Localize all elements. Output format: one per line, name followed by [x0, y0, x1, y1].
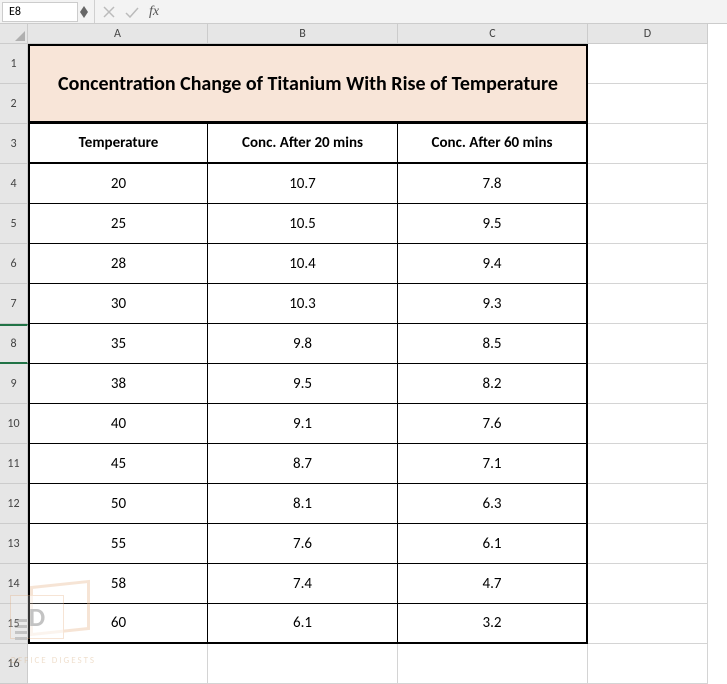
cell-empty[interactable] — [588, 84, 708, 124]
cell-empty[interactable] — [588, 444, 708, 484]
row-header[interactable]: 8 — [0, 324, 28, 364]
table-data-cell[interactable]: 10.3 — [208, 284, 398, 324]
row-header[interactable]: 1 — [0, 44, 28, 84]
table-data-cell[interactable]: 7.1 — [398, 444, 588, 484]
row-header[interactable]: 4 — [0, 164, 28, 204]
table-data-cell[interactable]: 40 — [28, 404, 208, 444]
cell-empty[interactable] — [588, 204, 708, 244]
cell-empty[interactable] — [588, 324, 708, 364]
table-data-cell[interactable]: 35 — [28, 324, 208, 364]
cancel-icon[interactable] — [103, 6, 115, 18]
table-data-cell[interactable]: 4.7 — [398, 564, 588, 604]
cell-empty[interactable] — [588, 404, 708, 444]
table-data-cell[interactable]: 45 — [28, 444, 208, 484]
table-data-cell[interactable]: 28 — [28, 244, 208, 284]
cell-empty[interactable] — [588, 564, 708, 604]
cell-empty[interactable] — [588, 364, 708, 404]
table-data-cell[interactable]: 10.5 — [208, 204, 398, 244]
row-header[interactable]: 11 — [0, 444, 28, 484]
table-data-cell[interactable]: 38 — [28, 364, 208, 404]
table-data-cell[interactable]: 55 — [28, 524, 208, 564]
row-header[interactable]: 10 — [0, 404, 28, 444]
table-data-cell[interactable]: 7.6 — [208, 524, 398, 564]
table-header-cell[interactable]: Conc. After 20 mins — [208, 124, 398, 164]
table-data-cell[interactable]: 30 — [28, 284, 208, 324]
cell-empty[interactable] — [208, 644, 398, 684]
table-data-cell[interactable]: 25 — [28, 204, 208, 244]
table-data-cell[interactable]: 7.8 — [398, 164, 588, 204]
table-data-cell[interactable]: 50 — [28, 484, 208, 524]
cell-empty[interactable] — [588, 164, 708, 204]
watermark-text: OFFICE DIGESTS — [10, 655, 100, 666]
row-header[interactable]: 12 — [0, 484, 28, 524]
cell-empty[interactable] — [398, 644, 588, 684]
table-title[interactable]: Concentration Change of Titanium With Ri… — [28, 44, 588, 124]
table-data-cell[interactable]: 7.4 — [208, 564, 398, 604]
column-header[interactable]: B — [208, 24, 398, 44]
formula-bar: E8 fx — [0, 0, 727, 24]
name-box-spinner[interactable] — [80, 6, 88, 18]
table-data-cell[interactable]: 9.4 — [398, 244, 588, 284]
table-header-cell[interactable]: Conc. After 60 mins — [398, 124, 588, 164]
row-header[interactable]: 9 — [0, 364, 28, 404]
fx-icon[interactable]: fx — [149, 4, 159, 20]
cell-empty[interactable] — [588, 44, 708, 84]
cell-empty[interactable] — [588, 484, 708, 524]
cell-empty[interactable] — [588, 604, 708, 644]
table-data-cell[interactable]: 9.1 — [208, 404, 398, 444]
cell-empty[interactable] — [588, 524, 708, 564]
table-data-cell[interactable]: 10.4 — [208, 244, 398, 284]
row-header[interactable]: 7 — [0, 284, 28, 324]
cell-empty[interactable] — [588, 284, 708, 324]
row-header[interactable]: 2 — [0, 84, 28, 124]
select-all-corner[interactable] — [0, 24, 28, 44]
table-data-cell[interactable]: 8.5 — [398, 324, 588, 364]
table-data-cell[interactable]: 7.6 — [398, 404, 588, 444]
name-box[interactable]: E8 — [2, 2, 78, 22]
watermark: D OFFICE DIGESTS — [10, 583, 100, 666]
table-header-cell[interactable]: Temperature — [28, 124, 208, 164]
row-header[interactable]: 5 — [0, 204, 28, 244]
spreadsheet-grid[interactable]: ABCD1Concentration Change of Titanium Wi… — [0, 24, 727, 684]
row-header[interactable]: 3 — [0, 124, 28, 164]
table-data-cell[interactable]: 9.5 — [208, 364, 398, 404]
table-data-cell[interactable]: 6.1 — [398, 524, 588, 564]
table-data-cell[interactable]: 8.2 — [398, 364, 588, 404]
cell-empty[interactable] — [588, 244, 708, 284]
table-data-cell[interactable]: 6.3 — [398, 484, 588, 524]
table-data-cell[interactable]: 10.7 — [208, 164, 398, 204]
column-header[interactable]: C — [398, 24, 588, 44]
cell-empty[interactable] — [588, 124, 708, 164]
column-header[interactable]: D — [588, 24, 708, 44]
enter-icon[interactable] — [125, 6, 139, 18]
spinner-down-icon — [80, 12, 88, 18]
table-data-cell[interactable]: 9.3 — [398, 284, 588, 324]
cell-empty[interactable] — [588, 644, 708, 684]
column-header[interactable]: A — [28, 24, 208, 44]
table-data-cell[interactable]: 8.1 — [208, 484, 398, 524]
table-data-cell[interactable]: 8.7 — [208, 444, 398, 484]
table-data-cell[interactable]: 6.1 — [208, 604, 398, 644]
table-data-cell[interactable]: 9.5 — [398, 204, 588, 244]
table-data-cell[interactable]: 9.8 — [208, 324, 398, 364]
row-header[interactable]: 6 — [0, 244, 28, 284]
watermark-letter: D — [29, 601, 45, 633]
row-header[interactable]: 13 — [0, 524, 28, 564]
table-data-cell[interactable]: 3.2 — [398, 604, 588, 644]
table-data-cell[interactable]: 20 — [28, 164, 208, 204]
